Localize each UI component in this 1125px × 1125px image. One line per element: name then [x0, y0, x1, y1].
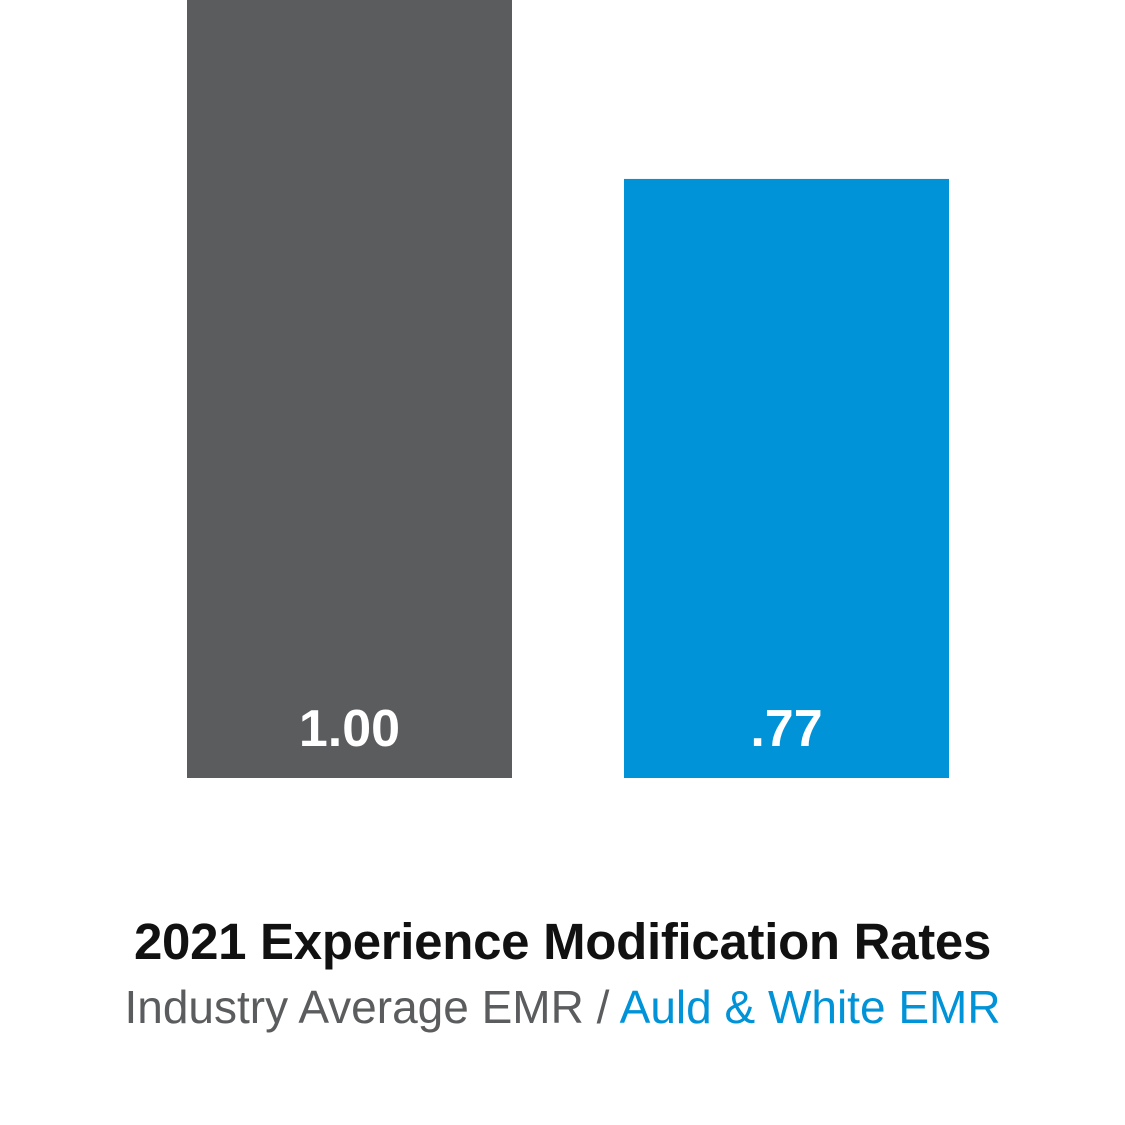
- bar-auld-white: [624, 178, 949, 778]
- bar-value-label-auld-white: .77: [750, 700, 822, 758]
- subtitle-separator: /: [583, 981, 620, 1033]
- chart-title: 2021 Experience Modification Rates: [133, 913, 992, 970]
- chart-subtitle: Industry Average EMR / Auld & White EMR: [0, 980, 1125, 1034]
- bar-industry-average: [187, 0, 512, 778]
- bar-value-label-industry-average: 1.00: [299, 700, 400, 758]
- subtitle-industry-average: Industry Average EMR: [124, 981, 584, 1033]
- subtitle-auld-white: Auld & White EMR: [619, 981, 1001, 1033]
